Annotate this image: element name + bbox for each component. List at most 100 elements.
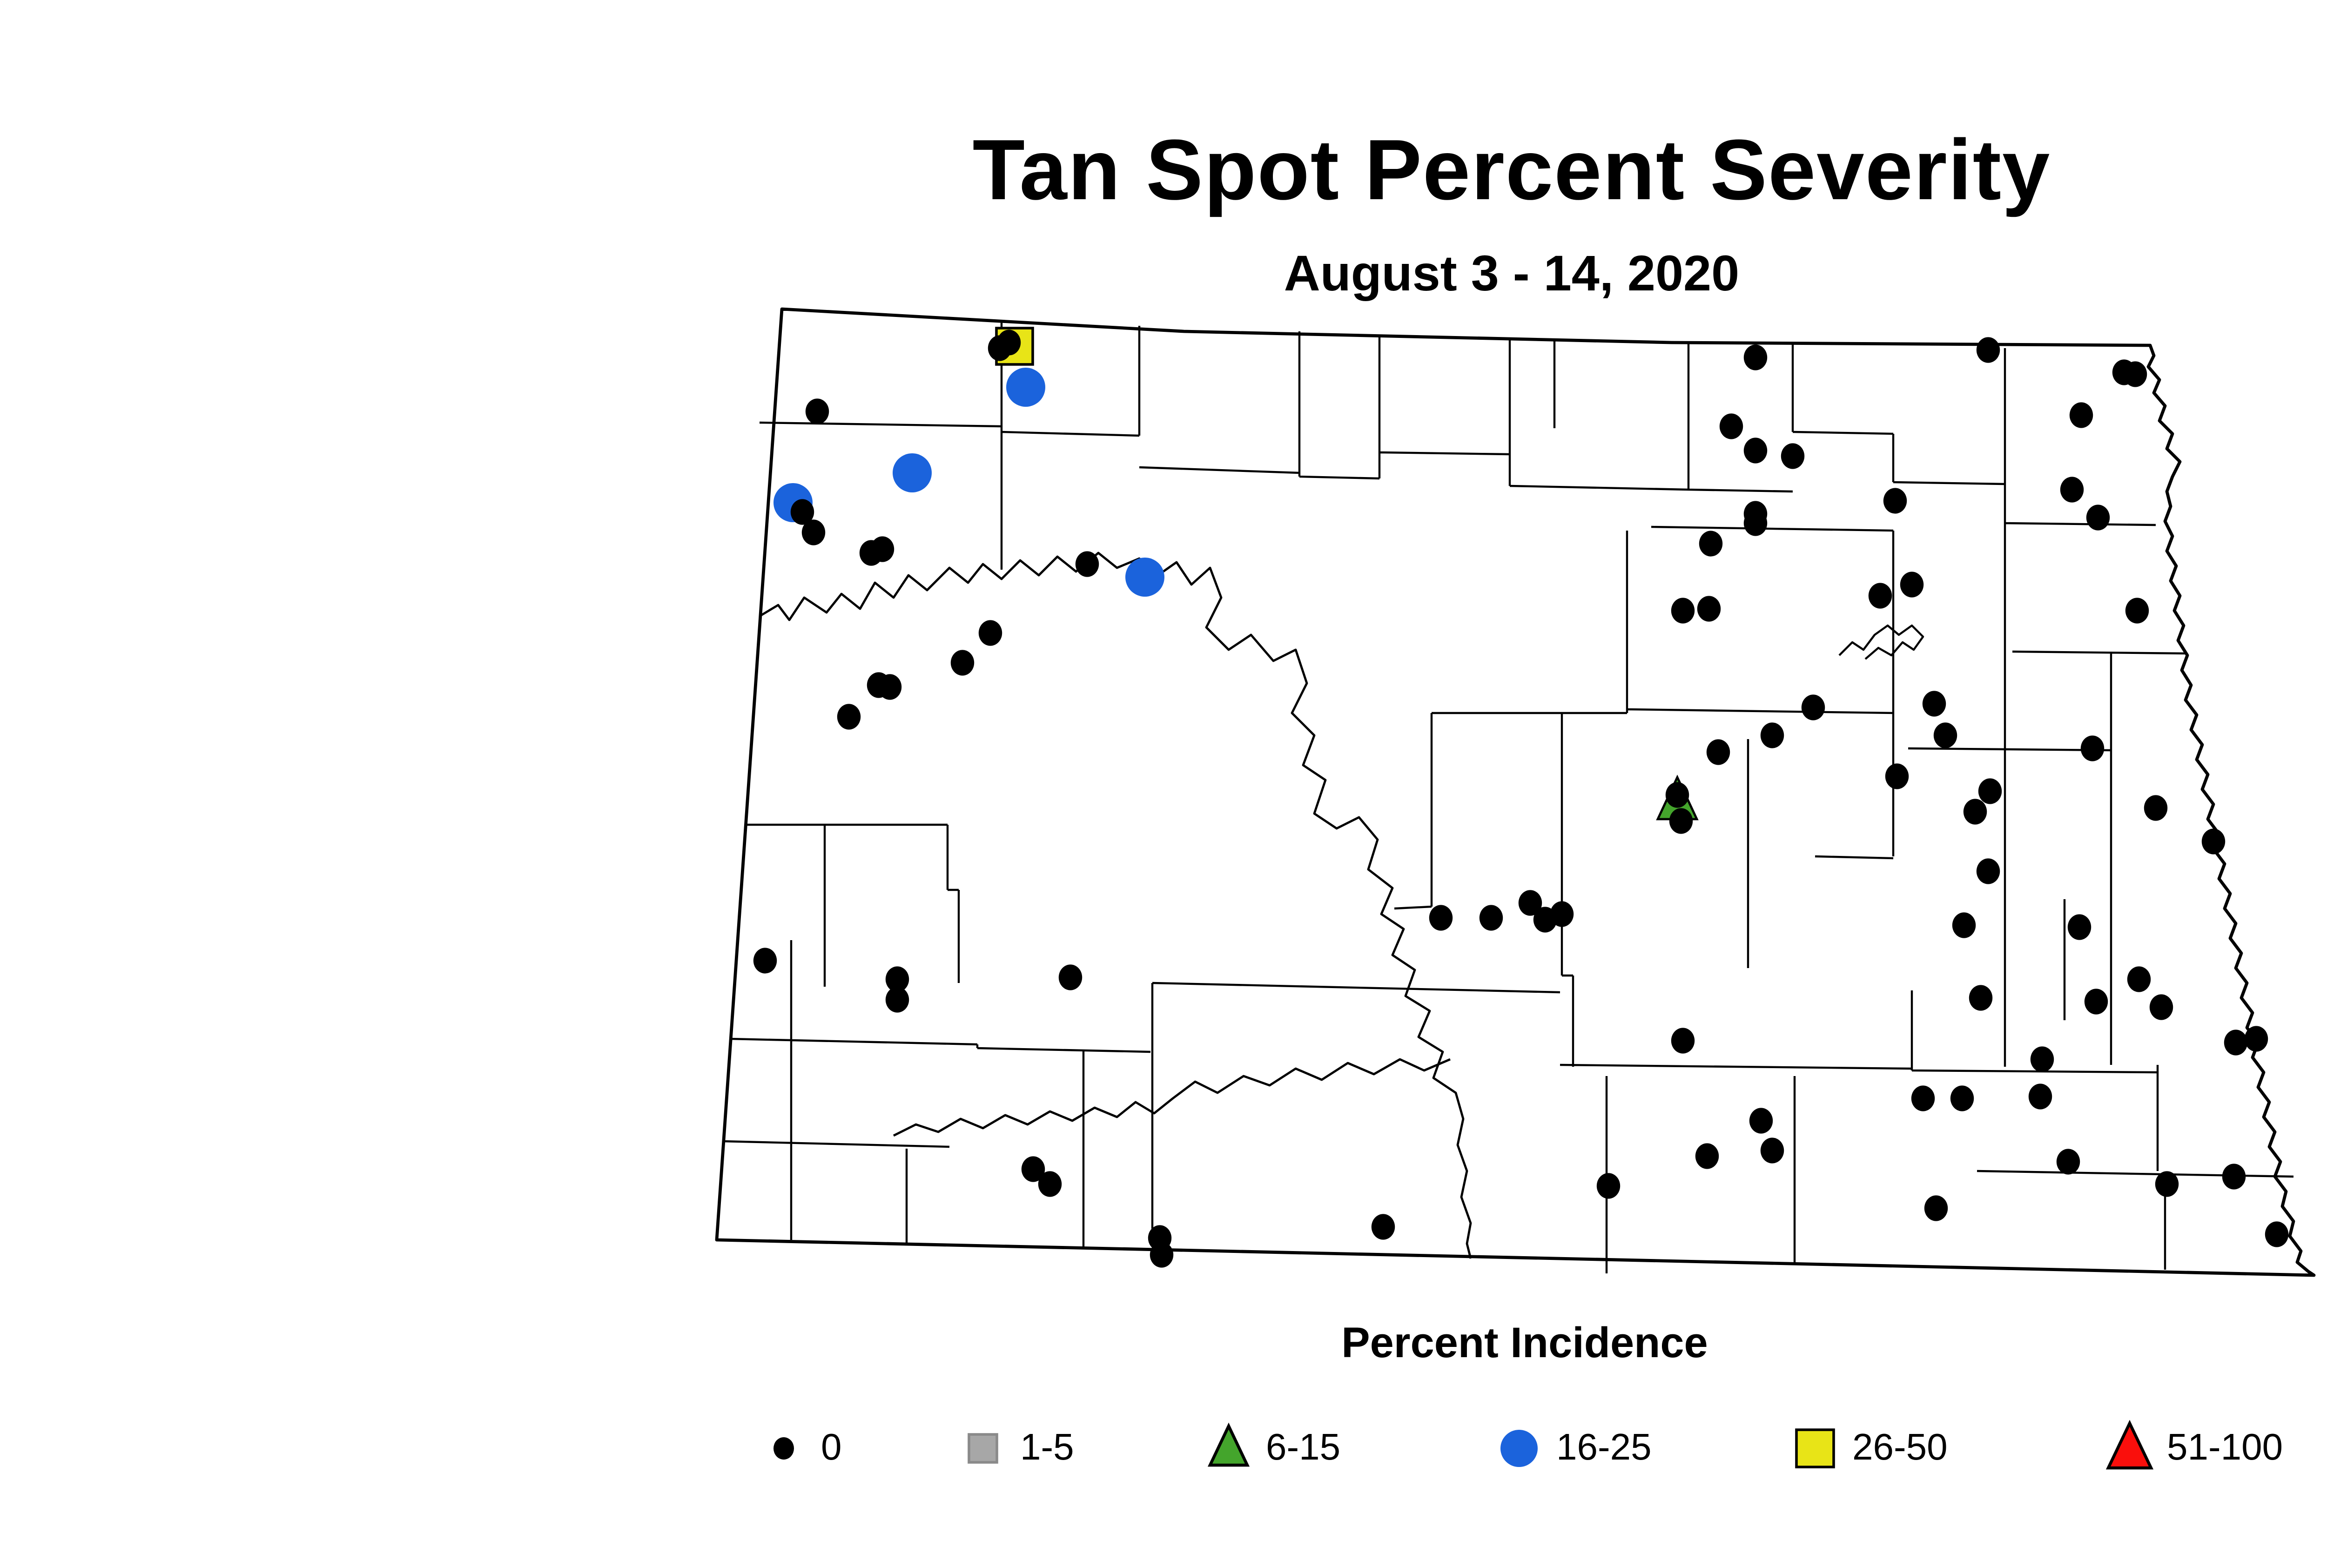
marker-zero (1058, 964, 1083, 990)
marker-zero (2144, 795, 2168, 821)
marker-zero (1743, 437, 1768, 464)
legend-item-16-25: 16-25 (1493, 1419, 1652, 1478)
marker-zero (978, 620, 1002, 646)
legend-item-0: 0 (758, 1419, 842, 1478)
marker-zero (1669, 808, 1693, 834)
marker-zero (1075, 551, 1099, 577)
marker-zero (2224, 1030, 2248, 1056)
legend-label: 26-50 (1852, 1427, 1948, 1468)
marker-zero (1743, 510, 1768, 536)
marker-zero (837, 704, 861, 730)
marker-zero (1021, 1156, 1045, 1182)
marker-zero (801, 519, 826, 545)
legend-item-1-5: 1-5 (957, 1419, 1074, 1478)
legend-label: 6-15 (1266, 1427, 1341, 1468)
marker-zero (1665, 782, 1689, 808)
marker-zero (2069, 402, 2093, 428)
marker-zero (1963, 799, 1987, 825)
marker-zero (1706, 739, 1730, 765)
marker-zero (870, 536, 894, 562)
marker-zero (2060, 477, 2084, 503)
missouri-river-line (759, 552, 1472, 1259)
marker-zero (1969, 985, 1993, 1011)
marker-zero (2067, 914, 2092, 940)
marker-zero (1760, 1137, 1784, 1164)
marker-zero (1699, 531, 1723, 557)
marker-zero (1883, 488, 1907, 514)
marker-zero (2080, 735, 2105, 761)
marker-zero (2155, 1171, 2179, 1197)
page-title: Tan Spot Percent Severity (972, 121, 2051, 218)
marker-zero (1743, 344, 1768, 370)
marker-zero (1596, 1173, 1621, 1199)
marker-zero (1911, 1085, 1935, 1111)
marker-zero (1868, 583, 1892, 609)
marker-16-25 (1125, 558, 1164, 597)
marker-zero (1976, 337, 2000, 363)
legend-triangle-icon (1203, 1419, 1255, 1478)
marker-zero (2244, 1026, 2268, 1052)
marker-zero (1479, 905, 1503, 931)
marker-zero (997, 330, 1021, 356)
marker-zero (1518, 890, 1542, 916)
marker-zero (1749, 1108, 1773, 1134)
legend-item-6-15: 6-15 (1203, 1419, 1340, 1478)
marker-zero (1933, 722, 1957, 748)
legend-square-icon (957, 1419, 1009, 1478)
marker-zero (2123, 361, 2147, 387)
legend-label: 51-100 (2167, 1427, 2283, 1468)
marker-zero (885, 987, 909, 1013)
data-markers-layer (753, 327, 2289, 1268)
marker-zero (2028, 1083, 2052, 1110)
legend-item-51-100: 51-100 (2104, 1419, 2283, 1478)
legend-label: 0 (821, 1427, 842, 1468)
marker-zero (2222, 1164, 2246, 1190)
marker-zero (1781, 443, 1805, 469)
marker-zero (1922, 691, 1946, 717)
marker-zero (1695, 1143, 1719, 1169)
marker-zero (2265, 1221, 2289, 1247)
marker-zero (2201, 828, 2226, 855)
marker-zero (1885, 763, 1909, 789)
marker-zero (2086, 505, 2110, 531)
marker-zero (1924, 1195, 1948, 1221)
marker-zero (878, 674, 902, 700)
marker-zero (1950, 1085, 1974, 1111)
date-range-subtitle: August 3 - 14, 2020 (1284, 246, 1740, 302)
legend-triangle-icon (2104, 1419, 2156, 1478)
marker-zero (2084, 989, 2108, 1015)
marker-zero (2056, 1149, 2080, 1175)
marker-zero (1900, 572, 1924, 598)
legend-item-26-50: 26-50 (1789, 1419, 1948, 1478)
marker-zero (2030, 1046, 2054, 1072)
marker-zero (1976, 858, 2000, 884)
marker-zero (1952, 912, 1976, 938)
marker-16-25 (893, 453, 932, 492)
marker-zero (1671, 598, 1695, 624)
marker-16-25 (1006, 368, 1045, 407)
marker-zero (1429, 905, 1453, 931)
legend-label: 16-25 (1556, 1427, 1652, 1468)
legend-label: 1-5 (1020, 1427, 1074, 1468)
marker-zero (1978, 778, 2002, 804)
marker-zero (2149, 994, 2173, 1020)
marker-zero (885, 966, 909, 992)
marker-zero (1719, 413, 1743, 439)
marker-zero (805, 398, 829, 424)
marker-zero (1371, 1214, 1395, 1240)
cannonball-river-line (893, 1058, 1451, 1137)
marker-zero (2127, 966, 2151, 992)
legend-dot-icon (758, 1419, 810, 1478)
state-outline (715, 307, 2316, 1277)
marker-zero (1038, 1171, 1062, 1197)
marker-zero (1550, 901, 1574, 927)
marker-zero (950, 650, 975, 676)
legend-title: Percent Incidence (1341, 1318, 1708, 1366)
marker-zero (753, 948, 777, 974)
legend-circle-icon (1493, 1419, 1545, 1478)
marker-zero (2125, 598, 2149, 624)
marker-zero (1671, 1028, 1695, 1054)
